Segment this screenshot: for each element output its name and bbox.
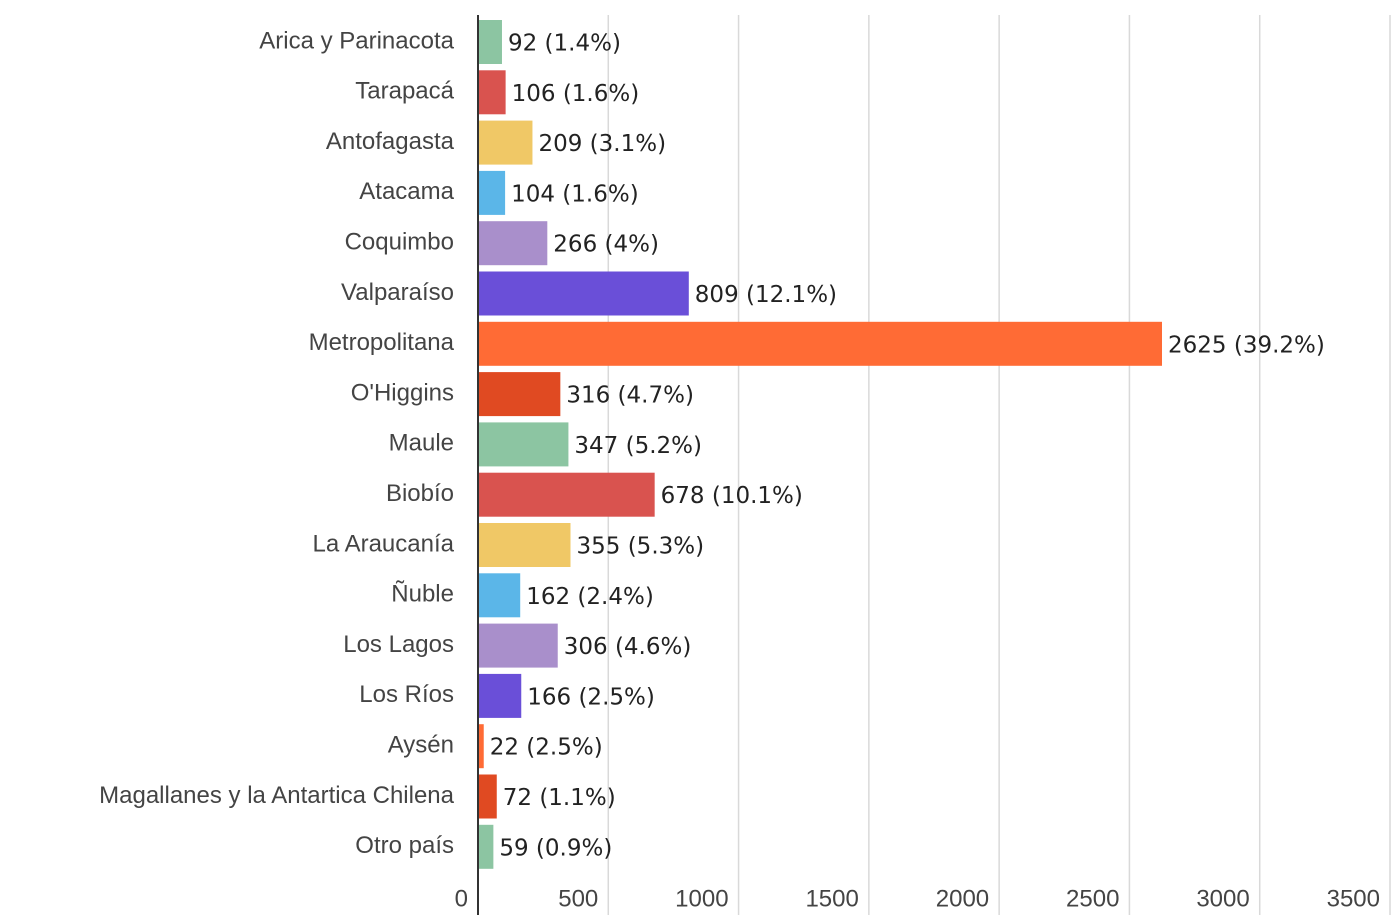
bar xyxy=(478,321,1162,366)
data-label: 59 (0.9%) xyxy=(499,835,612,861)
data-label: 355 (5.3%) xyxy=(577,534,705,560)
data-label: 166 (2.5%) xyxy=(527,684,655,710)
data-label: 162 (2.4%) xyxy=(526,584,654,610)
category-label: O'Higgins xyxy=(351,379,454,406)
data-label: 809 (12.1%) xyxy=(695,282,837,308)
bar xyxy=(478,523,571,567)
category-label: Atacama xyxy=(359,178,454,205)
bar xyxy=(478,70,506,115)
bar xyxy=(478,573,521,618)
data-label: 209 (3.1%) xyxy=(538,131,666,157)
data-label: 316 (4.7%) xyxy=(566,383,694,409)
data-label: 2625 (39.2%) xyxy=(1168,332,1325,358)
category-label: Biobío xyxy=(386,480,454,507)
data-label: 306 (4.6%) xyxy=(564,634,692,660)
category-label: Los Ríos xyxy=(359,681,454,708)
bar xyxy=(478,724,484,769)
bar xyxy=(478,472,655,517)
category-label: Metropolitana xyxy=(309,329,455,356)
x-tick-label: 1500 xyxy=(805,885,858,912)
bar xyxy=(478,170,506,215)
x-tick-label: 500 xyxy=(558,885,598,912)
bar xyxy=(478,673,522,718)
bar xyxy=(478,422,569,467)
bar xyxy=(478,271,689,316)
x-tick-label: 2000 xyxy=(936,885,989,912)
data-label: 266 (4%) xyxy=(553,232,659,258)
x-tick-label: 1000 xyxy=(675,885,728,912)
bar xyxy=(478,20,502,64)
x-tick-label: 3500 xyxy=(1327,885,1380,912)
category-label: Magallanes y la Antartica Chilena xyxy=(99,782,455,809)
bar xyxy=(478,221,548,266)
category-label: Coquimbo xyxy=(345,229,454,256)
data-label: 72 (1.1%) xyxy=(503,785,616,811)
category-label: Aysén xyxy=(388,732,454,759)
category-label: Otro país xyxy=(355,832,454,859)
category-label: Valparaíso xyxy=(341,279,454,306)
bar xyxy=(478,824,494,869)
category-label: Maule xyxy=(389,430,454,457)
x-tick-label: 3000 xyxy=(1196,885,1249,912)
category-label: Arica y Parinacota xyxy=(259,27,454,54)
x-tick-label: 2500 xyxy=(1066,885,1119,912)
data-label: 22 (2.5%) xyxy=(490,735,603,761)
bar xyxy=(478,372,561,417)
data-label: 92 (1.4%) xyxy=(508,31,621,57)
category-label: Ñuble xyxy=(391,581,454,608)
bar xyxy=(478,623,558,668)
data-label: 104 (1.6%) xyxy=(511,181,639,207)
bar xyxy=(478,120,533,165)
category-label: Antofagasta xyxy=(326,128,455,155)
category-label: Tarapacá xyxy=(355,78,454,105)
category-label: Los Lagos xyxy=(343,631,454,658)
bar xyxy=(478,774,497,819)
category-label: La Araucanía xyxy=(313,530,455,557)
data-label: 347 (5.2%) xyxy=(574,433,702,459)
data-label: 678 (10.1%) xyxy=(661,483,803,509)
x-tick-label: 0 xyxy=(455,885,468,912)
data-label: 106 (1.6%) xyxy=(512,81,640,107)
